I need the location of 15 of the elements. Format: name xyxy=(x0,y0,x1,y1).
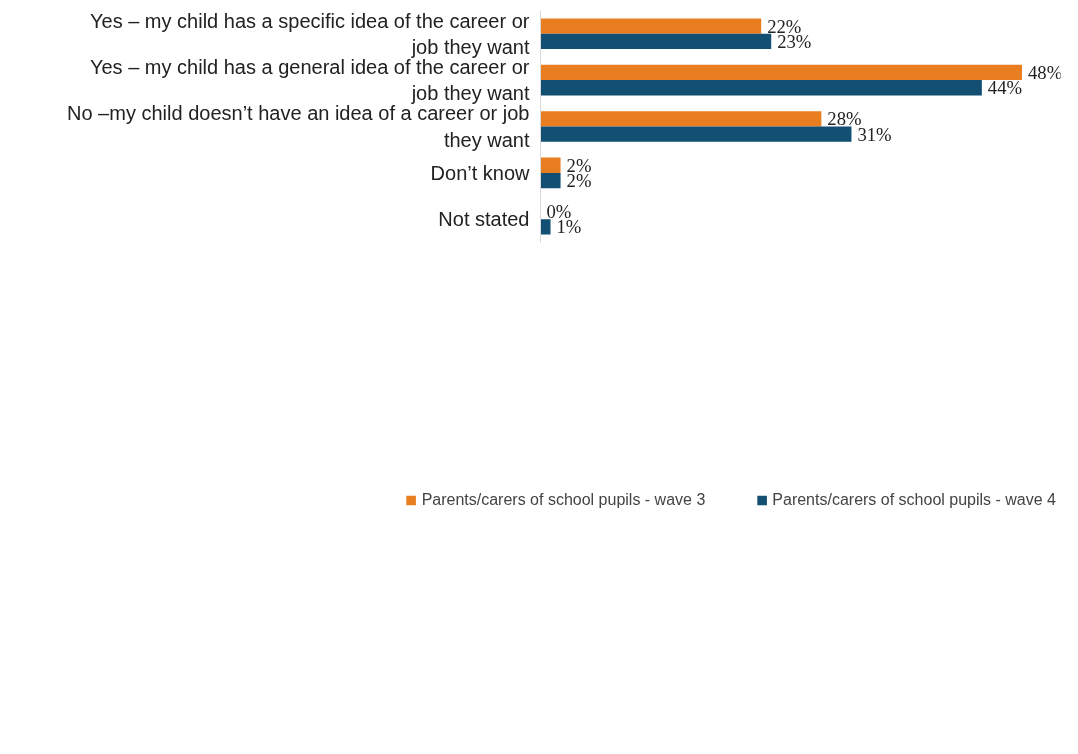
legend-label: Parents/carers of school pupils - wave 3 xyxy=(421,491,706,509)
y-tick-label: Don’t know xyxy=(430,161,531,184)
bar xyxy=(540,111,822,127)
bar xyxy=(540,172,561,189)
y-tick-label: Yes – my child has a specific idea of the career or job they want xyxy=(90,9,530,58)
legend-label: Parents/carers of school pupils - wave 4 xyxy=(772,491,1056,509)
bar xyxy=(540,80,982,96)
data-label: 44% xyxy=(987,77,1023,99)
bar xyxy=(540,157,561,173)
bar xyxy=(540,219,551,235)
bar xyxy=(540,64,1022,81)
bar xyxy=(540,126,852,142)
bar xyxy=(540,18,762,34)
y-tick-label: Not stated xyxy=(438,208,530,231)
bar xyxy=(540,33,772,50)
